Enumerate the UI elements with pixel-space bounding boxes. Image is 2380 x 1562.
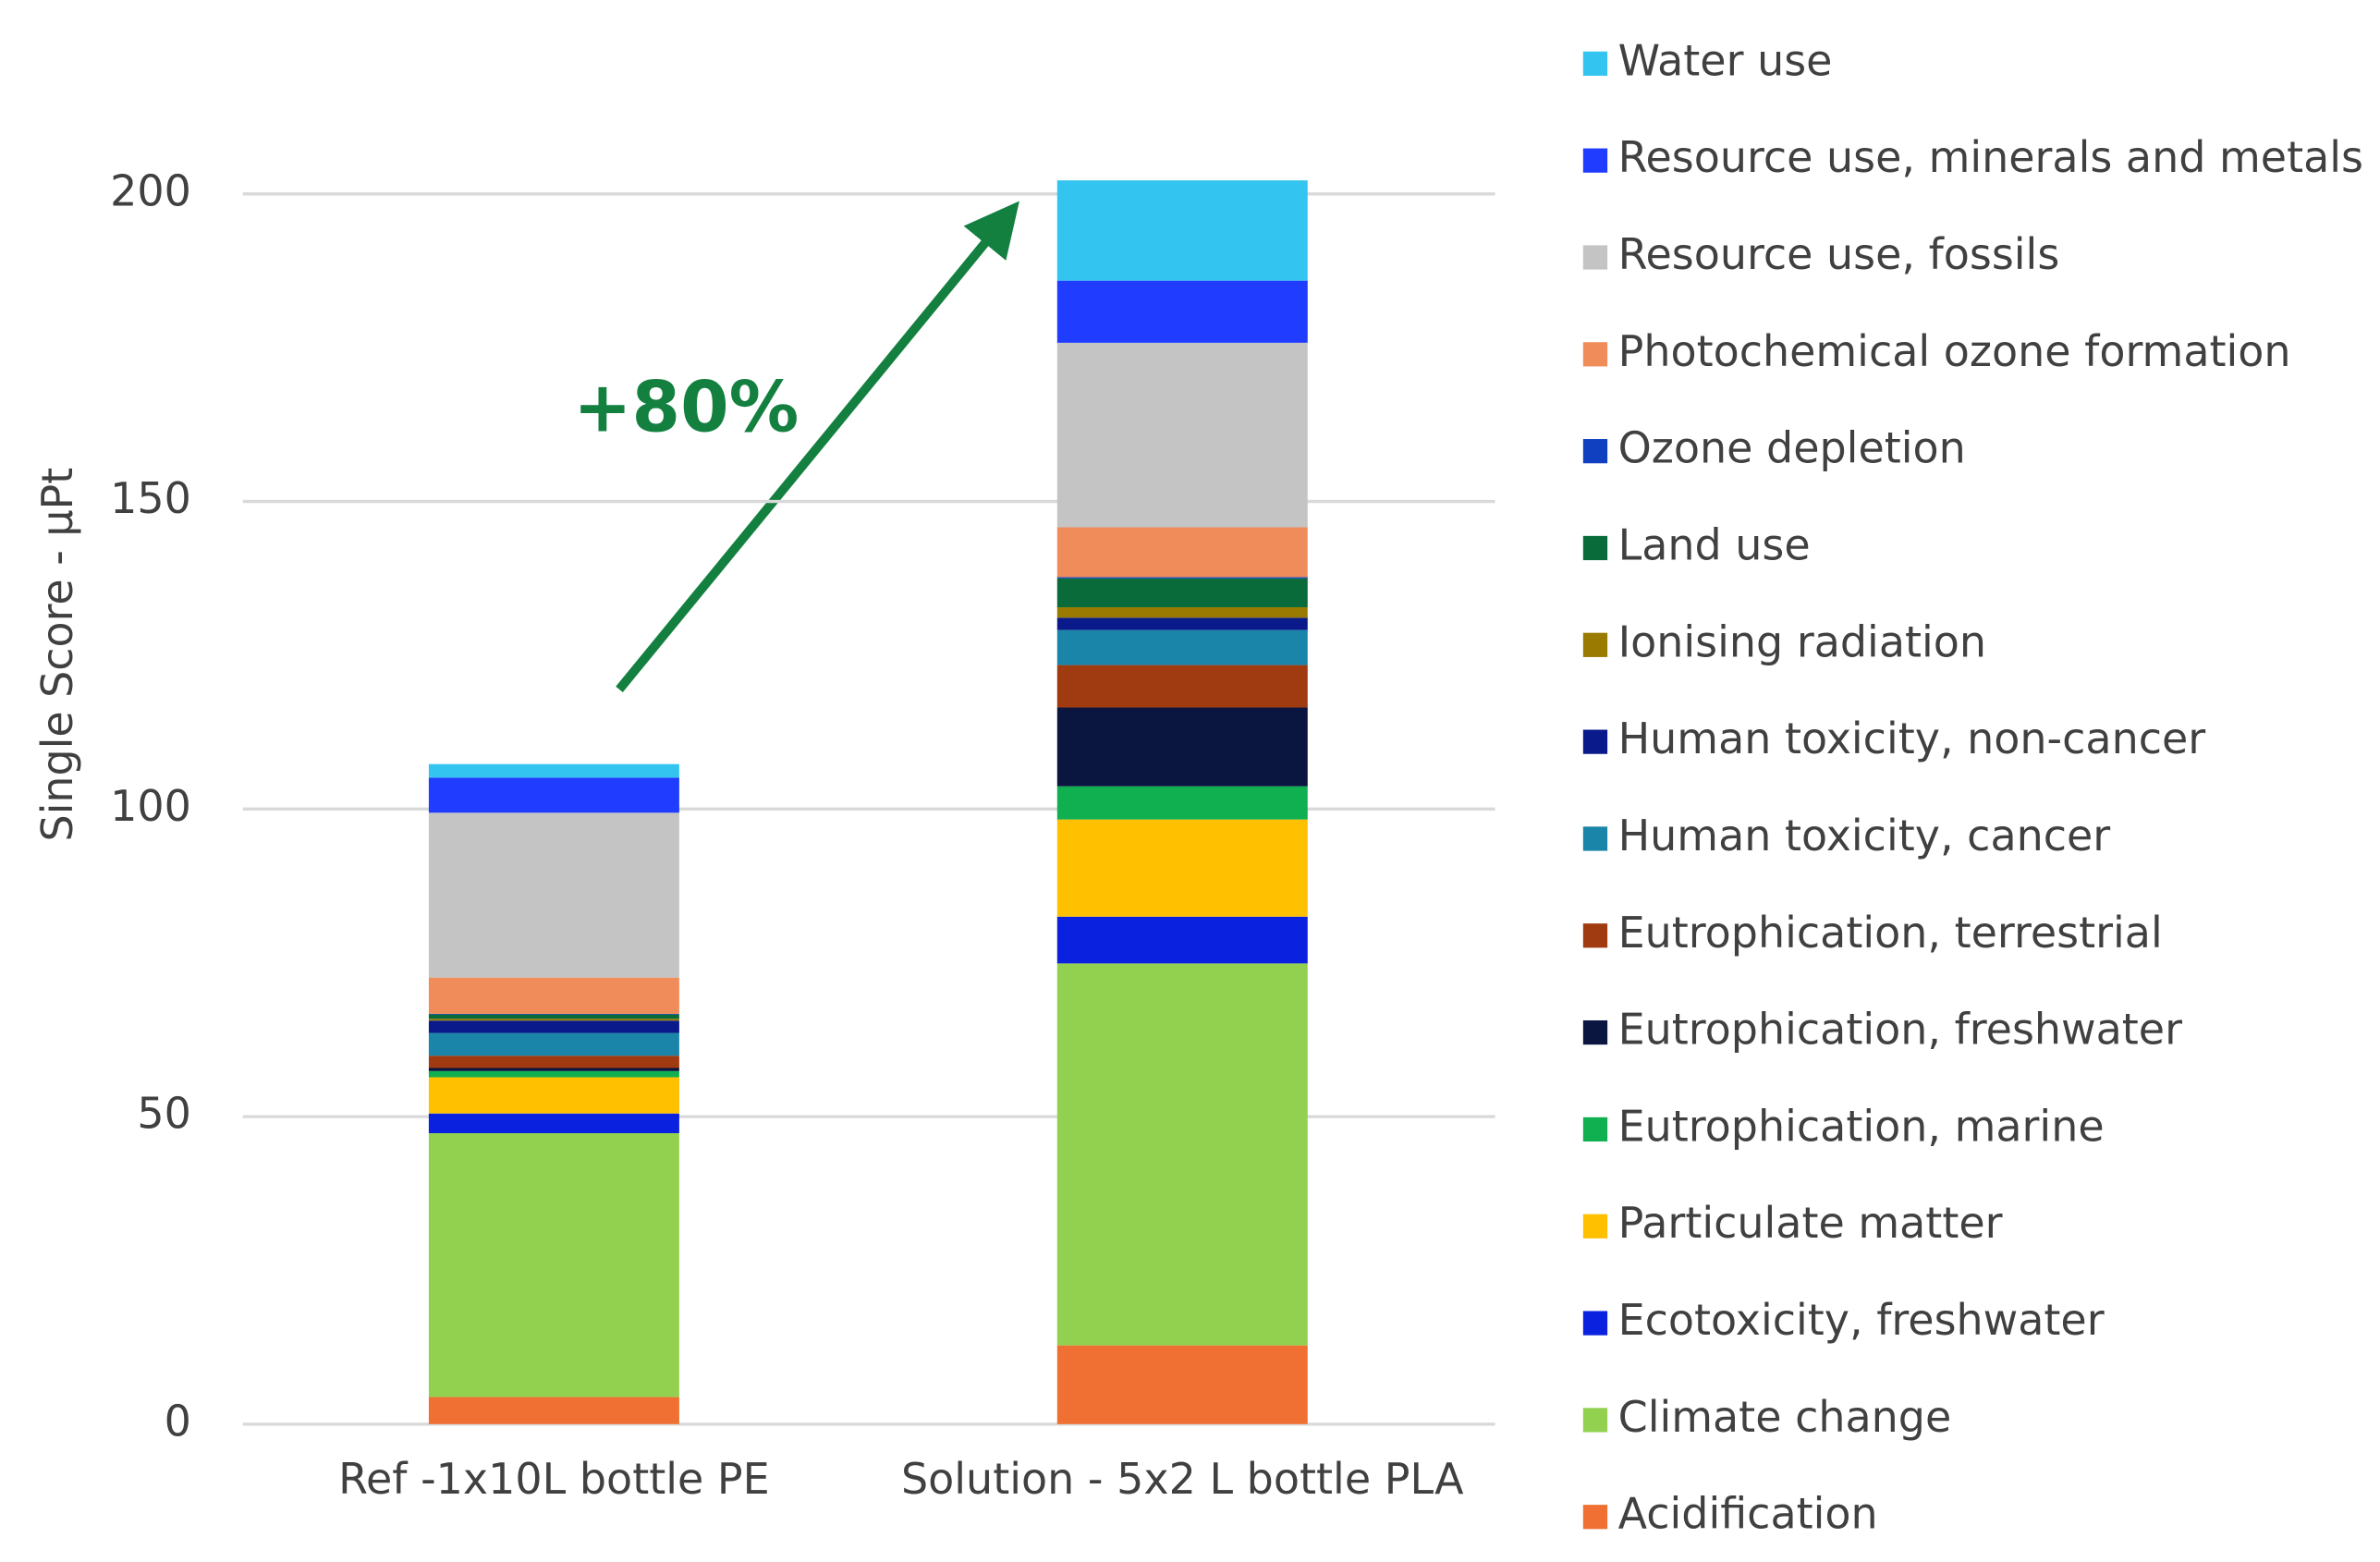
legend-label: Eutrophication, marine	[1618, 1101, 2105, 1151]
bar-segment	[1056, 342, 1308, 528]
legend-swatch	[1582, 826, 1608, 851]
y-axis-label: Single Score - µPt	[32, 468, 82, 842]
bar-segment	[428, 1020, 679, 1033]
legend-label: Particulate matter	[1618, 1198, 2003, 1248]
legend-label: Climate change	[1618, 1392, 1952, 1442]
bar-segment	[428, 1013, 679, 1015]
legend-swatch	[1582, 923, 1608, 948]
legend-swatch	[1582, 1505, 1608, 1530]
legend-label: Resource use, minerals and metals	[1618, 132, 2363, 182]
legend-label: Ionising radiation	[1618, 616, 1986, 666]
bar-segment	[428, 1113, 679, 1134]
legend-swatch	[1582, 439, 1608, 464]
bar-segment	[1056, 180, 1308, 281]
legend-label: Eutrophication, terrestrial	[1618, 908, 2163, 958]
bar-segment	[1056, 963, 1308, 1346]
bar-segment	[428, 777, 679, 813]
legend-label: Ozone depletion	[1618, 423, 1966, 473]
bar-segment	[1056, 607, 1308, 618]
legend-swatch	[1582, 342, 1608, 367]
bar-segment	[1056, 577, 1308, 579]
bar-segment	[428, 1032, 679, 1056]
legend-label: Human toxicity, non-cancer	[1618, 714, 2206, 763]
bar-segment	[428, 763, 679, 778]
bar-segment	[428, 1014, 679, 1019]
legend-swatch	[1582, 148, 1608, 173]
legend-swatch	[1582, 1408, 1608, 1433]
bar-segment	[1056, 707, 1308, 787]
legend-swatch	[1582, 632, 1608, 657]
bar-segment	[428, 977, 679, 1014]
x-tick-label: Ref -1x10L bottle PE	[338, 1454, 770, 1505]
legend-label: Ecotoxicity, freshwater	[1618, 1295, 2105, 1345]
legend-label: Eutrophication, freshwater	[1618, 1005, 2182, 1055]
annotation: +80%	[573, 366, 799, 447]
bar-segment	[1056, 916, 1308, 964]
legend-label: Water use	[1618, 35, 1833, 85]
y-tick-label: 100	[110, 781, 191, 831]
bar-segment	[1056, 629, 1308, 665]
legend-label: Photochemical ozone formation	[1618, 326, 2291, 376]
bar-segment	[428, 1070, 679, 1078]
bar-segment	[428, 1068, 679, 1071]
legend-label: Land use	[1618, 520, 1811, 570]
bar-segment	[1056, 527, 1308, 578]
bar-segment	[428, 1133, 679, 1397]
legend-swatch	[1582, 1019, 1608, 1045]
bar-segment	[1056, 1345, 1308, 1424]
bar-segment	[1056, 578, 1308, 608]
arrow	[616, 201, 1019, 692]
bar-segment	[1056, 819, 1308, 917]
y-tick-label: 0	[165, 1396, 191, 1446]
bar-segment	[1056, 665, 1308, 708]
bar-segment	[428, 1077, 679, 1114]
y-tick-label: 200	[110, 165, 191, 215]
x-tick-label: Solution - 5x2 L bottle PLA	[900, 1454, 1464, 1505]
legend-label: Human toxicity, cancer	[1618, 811, 2111, 860]
legend-swatch	[1582, 1214, 1608, 1239]
x-tick-label-box: Solution - 5x2 L bottle PLA	[900, 1454, 1464, 1505]
legend-swatch	[1582, 245, 1608, 270]
x-tick-label-box: Ref -1x10L bottle PE	[338, 1454, 770, 1505]
bar-segment	[428, 1056, 679, 1068]
y-tick-label: 150	[110, 473, 191, 523]
legend-label: Resource use, fossils	[1618, 229, 2060, 279]
bar-segment	[1056, 617, 1308, 630]
bar-segment	[1056, 280, 1308, 343]
legend-swatch	[1582, 729, 1608, 754]
legend-swatch	[1582, 1117, 1608, 1142]
legend-swatch	[1582, 535, 1608, 561]
y-tick-label: 50	[137, 1089, 190, 1139]
legend-swatch	[1582, 51, 1608, 76]
bar-segment	[428, 1019, 679, 1021]
legend-label: Acidification	[1618, 1489, 1878, 1539]
bar-segment	[428, 812, 679, 978]
bar-segment	[1056, 786, 1308, 820]
legend-swatch	[1582, 1311, 1608, 1336]
bar-segment	[428, 1397, 679, 1424]
